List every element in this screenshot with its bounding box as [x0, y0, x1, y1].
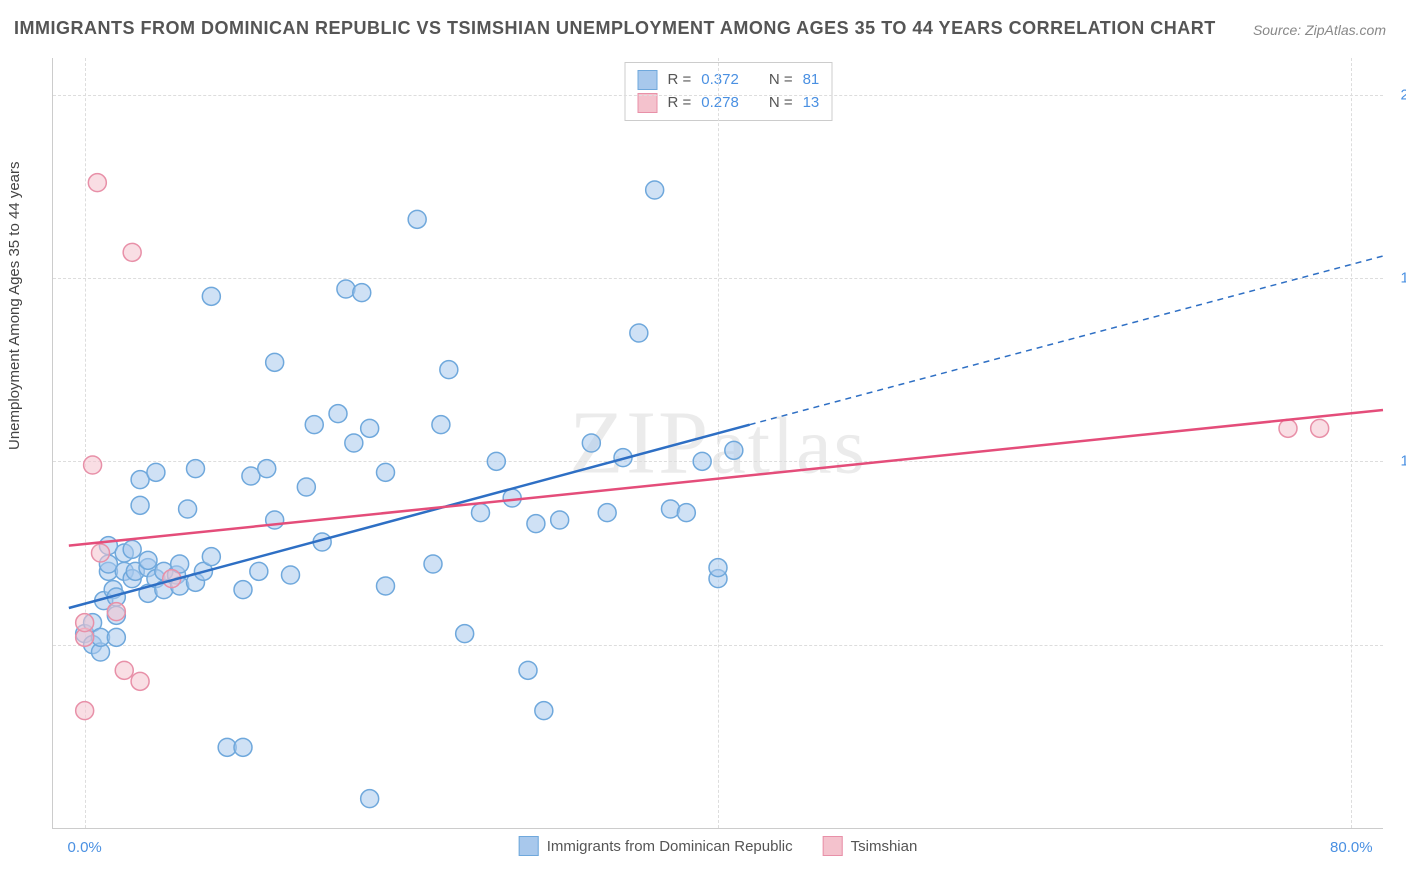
legend-swatch-blue-icon — [519, 836, 539, 856]
data-point — [527, 515, 545, 533]
x-tick-label: 0.0% — [68, 839, 102, 856]
data-point — [282, 566, 300, 584]
data-point — [234, 738, 252, 756]
data-point — [424, 555, 442, 573]
data-point — [202, 548, 220, 566]
data-point — [1311, 419, 1329, 437]
data-point — [266, 353, 284, 371]
data-point — [693, 452, 711, 470]
data-point — [725, 441, 743, 459]
data-point — [519, 661, 537, 679]
legend-label: Immigrants from Dominican Republic — [547, 838, 793, 855]
data-point — [131, 496, 149, 514]
trend-line — [69, 425, 750, 608]
legend-item-dominican: Immigrants from Dominican Republic — [519, 836, 793, 856]
chart-title: IMMIGRANTS FROM DOMINICAN REPUBLIC VS TS… — [14, 18, 1216, 39]
data-point — [115, 661, 133, 679]
data-point — [472, 504, 490, 522]
data-point — [139, 551, 157, 569]
data-point — [76, 614, 94, 632]
data-point — [258, 460, 276, 478]
data-point — [408, 210, 426, 228]
plot-svg — [53, 58, 1383, 828]
data-point — [92, 544, 110, 562]
data-point — [377, 577, 395, 595]
data-point — [677, 504, 695, 522]
plot-area: ZIPatlas R = 0.372 N = 81 R = 0.278 N = … — [52, 58, 1383, 829]
legend-label: Tsimshian — [851, 838, 918, 855]
data-point — [107, 603, 125, 621]
data-point — [234, 581, 252, 599]
data-point — [337, 280, 355, 298]
data-point — [76, 702, 94, 720]
data-point — [646, 181, 664, 199]
data-point — [305, 416, 323, 434]
data-point — [107, 628, 125, 646]
data-point — [179, 500, 197, 518]
correlation-chart: IMMIGRANTS FROM DOMINICAN REPUBLIC VS TS… — [0, 0, 1406, 892]
data-point — [535, 702, 553, 720]
data-point — [709, 559, 727, 577]
data-point — [456, 625, 474, 643]
data-point — [202, 287, 220, 305]
legend-swatch-pink-icon — [823, 836, 843, 856]
data-point — [662, 500, 680, 518]
data-point — [329, 405, 347, 423]
y-tick-label: 5.0% — [1393, 636, 1406, 653]
data-point — [187, 460, 205, 478]
data-point — [377, 463, 395, 481]
data-point — [250, 562, 268, 580]
data-point — [361, 419, 379, 437]
data-point — [551, 511, 569, 529]
data-point — [1279, 419, 1297, 437]
data-point — [345, 434, 363, 452]
y-axis-label: Unemployment Among Ages 35 to 44 years — [6, 161, 23, 450]
data-point — [88, 174, 106, 192]
data-point — [630, 324, 648, 342]
data-point — [297, 478, 315, 496]
y-tick-label: 15.0% — [1393, 270, 1406, 287]
data-point — [84, 456, 102, 474]
series-legend: Immigrants from Dominican Republic Tsims… — [519, 836, 918, 856]
data-point — [361, 790, 379, 808]
legend-item-tsimshian: Tsimshian — [823, 836, 918, 856]
data-point — [123, 243, 141, 261]
data-point — [353, 284, 371, 302]
source-attribution: Source: ZipAtlas.com — [1253, 22, 1386, 38]
data-point — [432, 416, 450, 434]
data-point — [582, 434, 600, 452]
data-point — [147, 463, 165, 481]
data-point — [598, 504, 616, 522]
trend-line-extrapolated — [750, 256, 1383, 425]
y-tick-label: 20.0% — [1393, 86, 1406, 103]
data-point — [131, 672, 149, 690]
y-tick-label: 10.0% — [1393, 453, 1406, 470]
data-point — [487, 452, 505, 470]
data-point — [123, 540, 141, 558]
x-tick-label: 80.0% — [1330, 839, 1373, 856]
data-point — [440, 361, 458, 379]
